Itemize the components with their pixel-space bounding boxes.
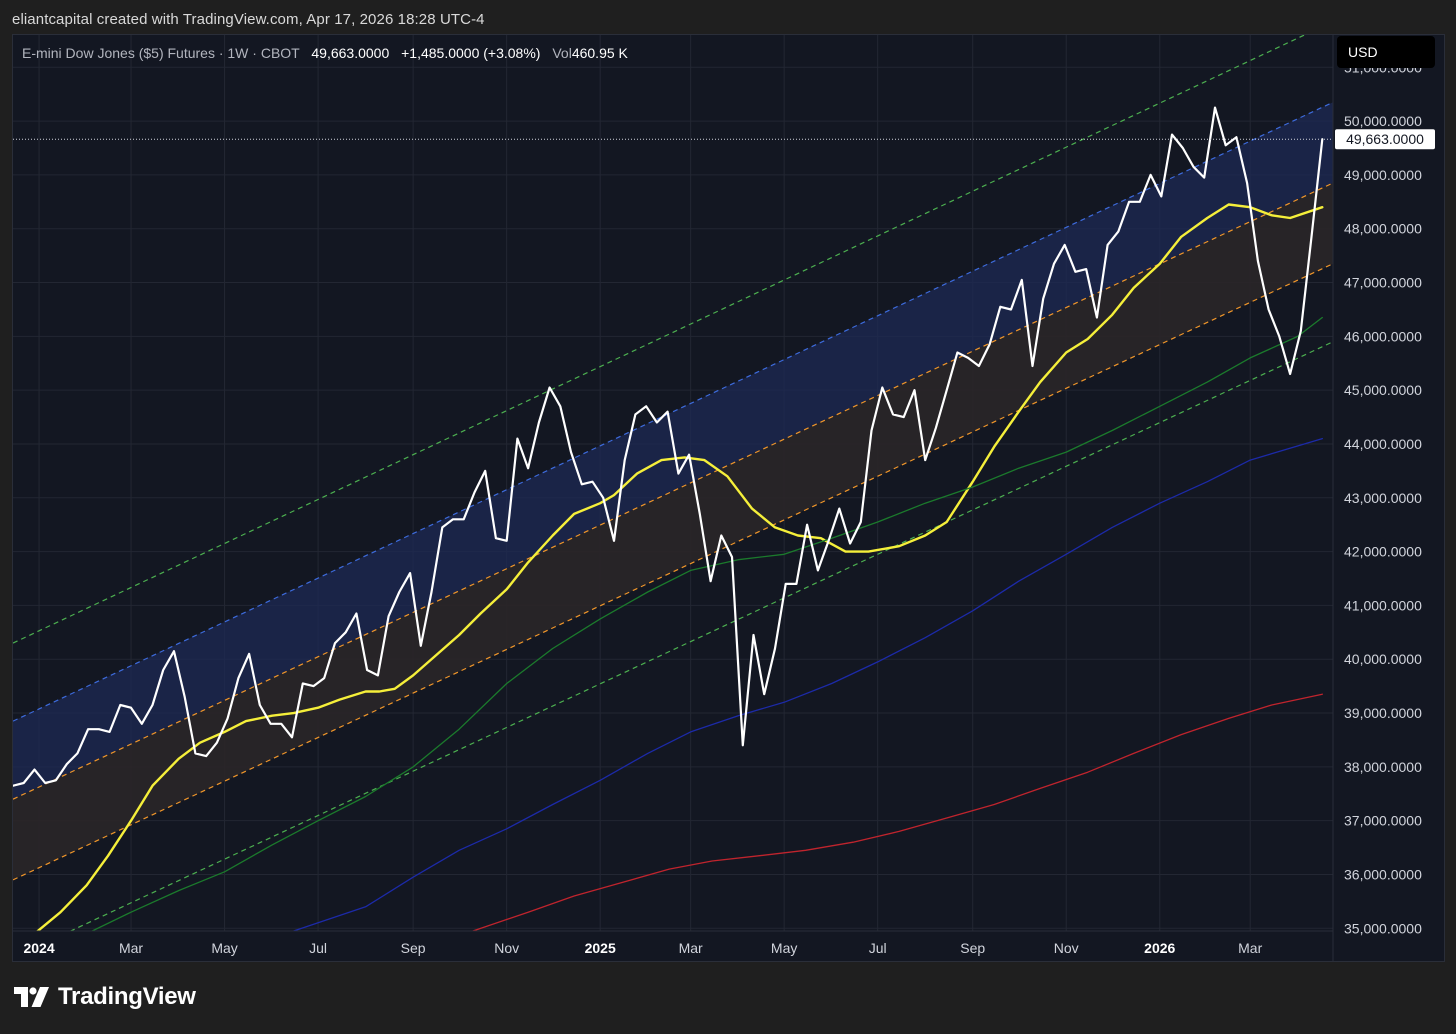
price-tick-label: 49,000.0000 (1344, 167, 1422, 183)
channel-fill-0 (13, 102, 1333, 800)
price-tick-label: 41,000.0000 (1344, 597, 1422, 613)
price-tick-label: 38,000.0000 (1344, 759, 1422, 775)
price-tick-label: 36,000.0000 (1344, 866, 1422, 882)
time-tick-label: Sep (960, 940, 985, 956)
time-tick-label: Jul (309, 940, 327, 956)
last-price-label: 49,663.0000 (1346, 131, 1424, 147)
time-tick-label: Nov (494, 940, 519, 956)
price-chart[interactable]: 35,000.0000 36,000.0000 37,000.0000 38,000.… (13, 35, 1445, 962)
time-tick-label: May (771, 940, 797, 956)
price-tick-label: 40,000.0000 (1344, 651, 1422, 667)
volume-label: Vol (552, 45, 572, 61)
channel-green-upper-line (13, 35, 1306, 644)
last-price-tag: 49,663.0000 (1335, 129, 1435, 150)
price-tick-label: 45,000.0000 (1344, 382, 1422, 398)
time-axis[interactable]: 2024 Mar May Jul Sep Nov 2025 Mar May Jul Sep Nov 20… (23, 940, 1262, 956)
price-tick-label: 35,000.0000 (1344, 920, 1422, 936)
currency-button[interactable]: USD (1337, 36, 1435, 68)
price-tick-label: 47,000.0000 (1344, 275, 1422, 291)
channel-fill-1 (13, 182, 1333, 880)
tradingview-logo[interactable]: TradingView (14, 983, 196, 1011)
tradingview-logo-icon (14, 987, 49, 1007)
time-tick-label: Jul (869, 940, 887, 956)
price-axis[interactable]: 35,000.0000 36,000.0000 37,000.0000 38,000.… (1344, 59, 1422, 936)
regression-channels (13, 35, 1333, 931)
time-tick-label: Mar (119, 940, 143, 956)
time-tick-label: 2026 (1144, 940, 1175, 956)
time-tick-label: Sep (401, 940, 426, 956)
ma-red-line (472, 693, 1323, 931)
ma-yellow-line (35, 203, 1324, 931)
price-tick-label: 43,000.0000 (1344, 490, 1422, 506)
symbol-title[interactable]: E-mini Dow Jones ($5) Futures · 1W · CBO… (22, 45, 300, 61)
price-tick-label: 44,000.0000 (1344, 436, 1422, 452)
time-tick-label: Nov (1054, 940, 1079, 956)
volume-value: 460.95 K (571, 45, 628, 61)
price-tick-label: 42,000.0000 (1344, 544, 1422, 560)
chart-panel[interactable]: 35,000.0000 36,000.0000 37,000.0000 38,000.… (12, 34, 1445, 962)
price-line (13, 106, 1324, 787)
channel-orange-lower-line (13, 263, 1333, 881)
price-tick-label: 48,000.0000 (1344, 221, 1422, 237)
price-series (13, 106, 1324, 787)
time-tick-label: Mar (679, 940, 703, 956)
price-tick-label: 50,000.0000 (1344, 113, 1422, 129)
price-tick-label: 37,000.0000 (1344, 813, 1422, 829)
ma-navy-line (292, 437, 1323, 931)
time-tick-label: 2024 (23, 940, 54, 956)
chart-attribution: eliantcapital created with TradingView.c… (12, 11, 485, 28)
time-tick-label: May (211, 940, 237, 956)
price-tick-label: 39,000.0000 (1344, 705, 1422, 721)
time-tick-label: 2025 (585, 940, 616, 956)
price-tick-label: 46,000.0000 (1344, 328, 1422, 344)
last-price-value: 49,663.0000 (311, 45, 390, 61)
price-change: +1,485.0000 (+3.08%) (401, 45, 541, 61)
channel-fills (13, 102, 1333, 880)
time-tick-label: Mar (1238, 940, 1262, 956)
tradingview-wordmark: TradingView (58, 983, 196, 1010)
plot-area (13, 35, 1333, 931)
symbol-legend[interactable]: E-mini Dow Jones ($5) Futures · 1W · CBO… (22, 45, 628, 61)
